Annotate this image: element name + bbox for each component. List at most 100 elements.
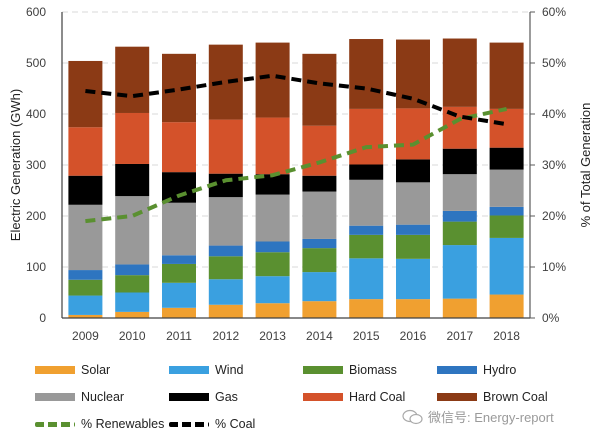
y2-tick-label: 50% — [542, 56, 566, 70]
bar-solar-2009 — [68, 314, 103, 318]
legend-swatch-hydro — [437, 366, 477, 374]
legend-label: % Renewables — [81, 417, 165, 431]
watermark-text: 微信号: Energy-report — [428, 410, 554, 425]
y2-tick-label: 30% — [542, 158, 566, 172]
y2-tick-label: 20% — [542, 209, 566, 223]
bar-stack-2016 — [396, 39, 430, 318]
bar-wind-2011 — [162, 282, 196, 308]
bar-biomass-2009 — [68, 279, 103, 296]
bar-brown-coal-2011 — [162, 53, 196, 123]
y-axis-title: Electric Generation (GWh) — [8, 89, 23, 241]
y-tick-label: 100 — [26, 260, 46, 274]
bar-wind-2015 — [349, 258, 384, 300]
bar-biomass-2015 — [349, 234, 384, 259]
y-tick-label: 0 — [39, 311, 46, 325]
legend-item-biomass: Biomass — [303, 360, 397, 380]
x-tick-label: 2018 — [493, 329, 520, 343]
legend-item-pct-coal: % Coal — [169, 414, 255, 434]
line-pct-renewables — [85, 106, 508, 224]
legend-label: Nuclear — [81, 390, 125, 404]
legend-swatch-solar — [35, 366, 75, 374]
bar-hydro-2016 — [396, 224, 430, 235]
y2-axis-ticks: 0% 10% 20% 30% 40% 50% 60% — [530, 5, 566, 325]
x-tick-label: 2012 — [212, 329, 239, 343]
bar-solar-2016 — [396, 299, 430, 318]
x-tick-label: 2010 — [119, 329, 146, 343]
x-tick-label: 2014 — [306, 329, 333, 343]
x-tick-label: 2017 — [446, 329, 473, 343]
bar-stack-2010 — [115, 46, 150, 318]
bar-brown-coal-2010 — [115, 46, 150, 113]
legend-label: % Coal — [215, 417, 256, 431]
bar-solar-2018 — [489, 294, 524, 318]
bar-gas-2017 — [442, 148, 477, 175]
bar-wind-2013 — [255, 276, 290, 304]
legend-item-hard-coal: Hard Coal — [303, 387, 405, 407]
bar-hydro-2011 — [162, 255, 196, 264]
bar-brown-coal-2009 — [68, 60, 103, 128]
legend-dash-coal — [169, 421, 209, 427]
y2-tick-label: 40% — [542, 107, 566, 121]
bar-solar-2014 — [302, 301, 337, 318]
bar-hydro-2010 — [115, 264, 150, 276]
bar-hydro-2013 — [255, 241, 290, 253]
y-tick-label: 500 — [26, 56, 46, 70]
y-tick-label: 600 — [26, 5, 46, 19]
bar-stack-2013 — [255, 42, 290, 318]
legend-swatch-wind — [169, 366, 209, 374]
y-tick-label: 300 — [26, 158, 46, 172]
bar-stack-2011 — [162, 53, 196, 318]
legend-label: Solar — [81, 363, 111, 377]
x-tick-label: 2016 — [400, 329, 427, 343]
legend-item-brown-coal: Brown Coal — [437, 387, 548, 407]
bar-nuclear-2017 — [442, 174, 477, 211]
bar-solar-2015 — [349, 299, 384, 318]
bar-hydro-2018 — [489, 206, 524, 216]
bar-biomass-2012 — [208, 256, 243, 280]
y2-tick-label: 0% — [542, 311, 560, 325]
bar-gas-2013 — [255, 174, 290, 195]
legend-label: Wind — [215, 363, 244, 377]
bar-biomass-2016 — [396, 234, 430, 259]
bar-brown-coal-2015 — [349, 39, 384, 109]
bar-wind-2010 — [115, 292, 150, 312]
bar-wind-2012 — [208, 279, 243, 305]
bar-biomass-2014 — [302, 248, 337, 273]
bar-nuclear-2016 — [396, 182, 430, 225]
chart: 0 100 200 300 400 500 600 0% 10% 20% 30% 40% 50% 60%… — [8, 5, 593, 343]
bar-solar-2010 — [115, 311, 150, 318]
bar-nuclear-2011 — [162, 202, 196, 256]
legend-label: Hard Coal — [349, 390, 406, 404]
bar-gas-2012 — [208, 173, 243, 198]
bar-solar-2011 — [162, 307, 196, 318]
bar-gas-2018 — [489, 147, 524, 170]
legend-item-wind: Wind — [169, 360, 243, 380]
bar-stack-2015 — [349, 39, 384, 318]
bar-nuclear-2009 — [68, 204, 103, 271]
bar-brown-coal-2013 — [255, 42, 290, 118]
bar-hard-coal-2016 — [396, 108, 430, 160]
bar-hydro-2014 — [302, 238, 337, 249]
bar-wind-2017 — [442, 245, 477, 299]
bar-stack-2014 — [302, 53, 337, 318]
bar-solar-2013 — [255, 303, 290, 318]
bar-wind-2018 — [489, 237, 524, 295]
x-tick-label: 2015 — [353, 329, 380, 343]
bar-brown-coal-2016 — [396, 39, 430, 109]
y-tick-label: 200 — [26, 209, 46, 223]
wechat-icon — [402, 409, 423, 424]
y2-axis-title: % of Total Generation — [578, 103, 593, 228]
bar-biomass-2013 — [255, 252, 290, 277]
bar-nuclear-2015 — [349, 179, 384, 226]
bar-gas-2016 — [396, 159, 430, 183]
y-axis-ticks: 0 100 200 300 400 500 600 — [26, 5, 46, 325]
bar-nuclear-2012 — [208, 197, 243, 246]
legend-swatch-hard-coal — [303, 393, 343, 401]
bar-stack-2009 — [68, 60, 103, 318]
bar-stack-2018 — [489, 42, 524, 318]
bar-brown-coal-2018 — [489, 42, 524, 109]
bar-hard-coal-2012 — [208, 119, 243, 174]
bar-gas-2015 — [349, 164, 384, 180]
legend-item-gas: Gas — [169, 387, 238, 407]
legend-item-solar: Solar — [35, 360, 110, 380]
